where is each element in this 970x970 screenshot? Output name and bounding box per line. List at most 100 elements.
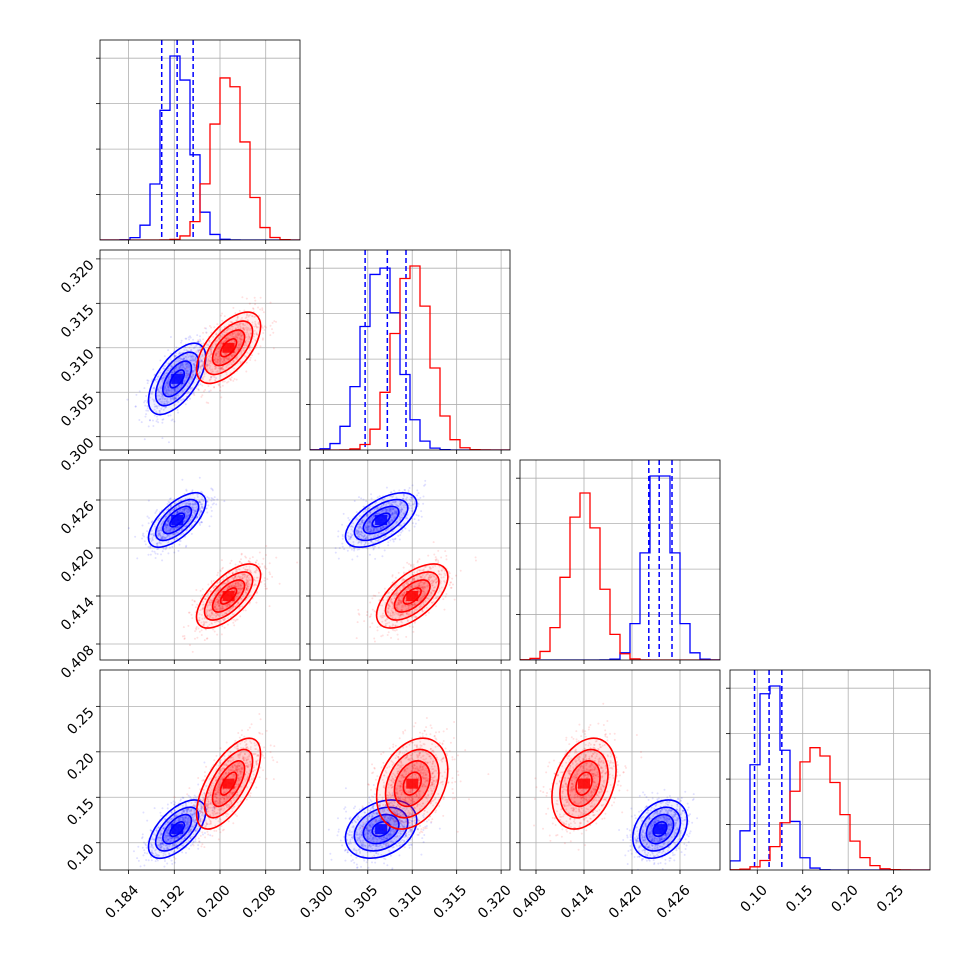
scatter-point <box>249 327 252 330</box>
scatter-point <box>163 400 166 403</box>
scatter-point <box>183 357 186 360</box>
scatter-point <box>240 318 243 321</box>
scatter-point <box>221 600 224 603</box>
scatter-point <box>163 385 166 388</box>
scatter-point <box>165 382 168 385</box>
scatter-point <box>191 490 194 493</box>
scatter-point <box>171 529 174 532</box>
scatter-point <box>186 372 189 375</box>
scatter-point <box>230 576 233 579</box>
scatter-point <box>173 538 176 541</box>
scatter-point <box>211 613 214 616</box>
scatter-point <box>205 637 208 640</box>
scatter-point <box>221 607 224 610</box>
scatter-point <box>242 327 245 330</box>
scatter-point <box>161 550 164 553</box>
scatter-point <box>209 353 212 356</box>
scatter-point <box>397 638 400 641</box>
scatter-point <box>220 559 223 562</box>
scatter-point <box>195 387 198 390</box>
scatter-point <box>235 336 238 339</box>
scatter-point <box>200 360 203 363</box>
scatter-point <box>175 365 178 368</box>
scatter-point <box>235 350 238 353</box>
scatter-point <box>172 538 175 541</box>
scatter-point <box>168 518 171 521</box>
scatter-point <box>188 359 191 362</box>
scatter-point <box>223 325 226 328</box>
scatter-point <box>191 376 194 379</box>
scatter-point <box>175 396 178 399</box>
scatter-point <box>155 405 158 408</box>
scatter-point <box>195 377 198 380</box>
scatter-point <box>261 307 264 310</box>
scatter-point <box>201 503 204 506</box>
scatter-point <box>236 618 239 621</box>
scatter-point <box>214 357 217 360</box>
scatter-point <box>208 366 211 369</box>
scatter-point <box>162 376 165 379</box>
scatter-point <box>182 532 185 535</box>
scatter-point <box>368 553 371 556</box>
scatter-point <box>226 579 229 582</box>
scatter-point <box>157 517 160 520</box>
scatter-point <box>174 390 177 393</box>
scatter-point <box>164 523 167 526</box>
scatter-point <box>187 372 190 375</box>
scatter-point <box>236 336 239 339</box>
scatter-point <box>213 353 216 356</box>
scatter-point <box>192 502 195 505</box>
scatter-point <box>220 607 223 610</box>
scatter-point <box>247 336 250 339</box>
scatter-point <box>213 359 216 362</box>
scatter-point <box>242 609 245 612</box>
scatter-point <box>166 519 169 522</box>
scatter-point <box>158 394 161 397</box>
scatter-point <box>240 331 243 334</box>
scatter-point <box>245 336 248 339</box>
scatter-point <box>232 306 235 309</box>
scatter-point <box>217 614 220 617</box>
scatter-point <box>265 567 268 570</box>
scatter-point <box>337 557 340 560</box>
scatter-point <box>239 584 242 587</box>
scatter-point <box>153 550 156 553</box>
scatter-point <box>238 336 241 339</box>
scatter-point <box>169 497 172 500</box>
scatter-point <box>251 321 254 324</box>
scatter-point <box>157 547 160 550</box>
scatter-point <box>243 575 246 578</box>
scatter-point <box>164 402 167 405</box>
scatter-point <box>209 598 212 601</box>
scatter-point <box>245 339 248 342</box>
scatter-point <box>385 486 388 489</box>
scatter-point <box>243 344 246 347</box>
scatter-point <box>217 595 220 598</box>
scatter-point <box>154 552 157 555</box>
scatter-point <box>215 355 218 358</box>
scatter-point <box>167 507 170 510</box>
scatter-point <box>203 353 206 356</box>
scatter-point <box>216 589 219 592</box>
scatter-point <box>268 562 271 565</box>
scatter-point <box>194 508 197 511</box>
scatter-point <box>204 388 207 391</box>
scatter-point <box>275 320 278 323</box>
scatter-point <box>192 508 195 511</box>
scatter-point <box>219 359 222 362</box>
scatter-point <box>232 336 235 339</box>
scatter-point <box>177 371 180 374</box>
scatter-point <box>233 340 236 343</box>
scatter-point <box>245 297 248 300</box>
scatter-point <box>353 549 356 552</box>
scatter-point <box>245 582 248 585</box>
scatter-point <box>215 377 218 380</box>
scatter-point <box>215 608 218 611</box>
scatter-point <box>220 368 223 371</box>
scatter-point <box>242 349 245 352</box>
scatter-point <box>237 324 240 327</box>
scatter-point <box>166 380 169 383</box>
scatter-point <box>187 514 190 517</box>
scatter-point <box>245 576 248 579</box>
scatter-point <box>191 603 194 606</box>
